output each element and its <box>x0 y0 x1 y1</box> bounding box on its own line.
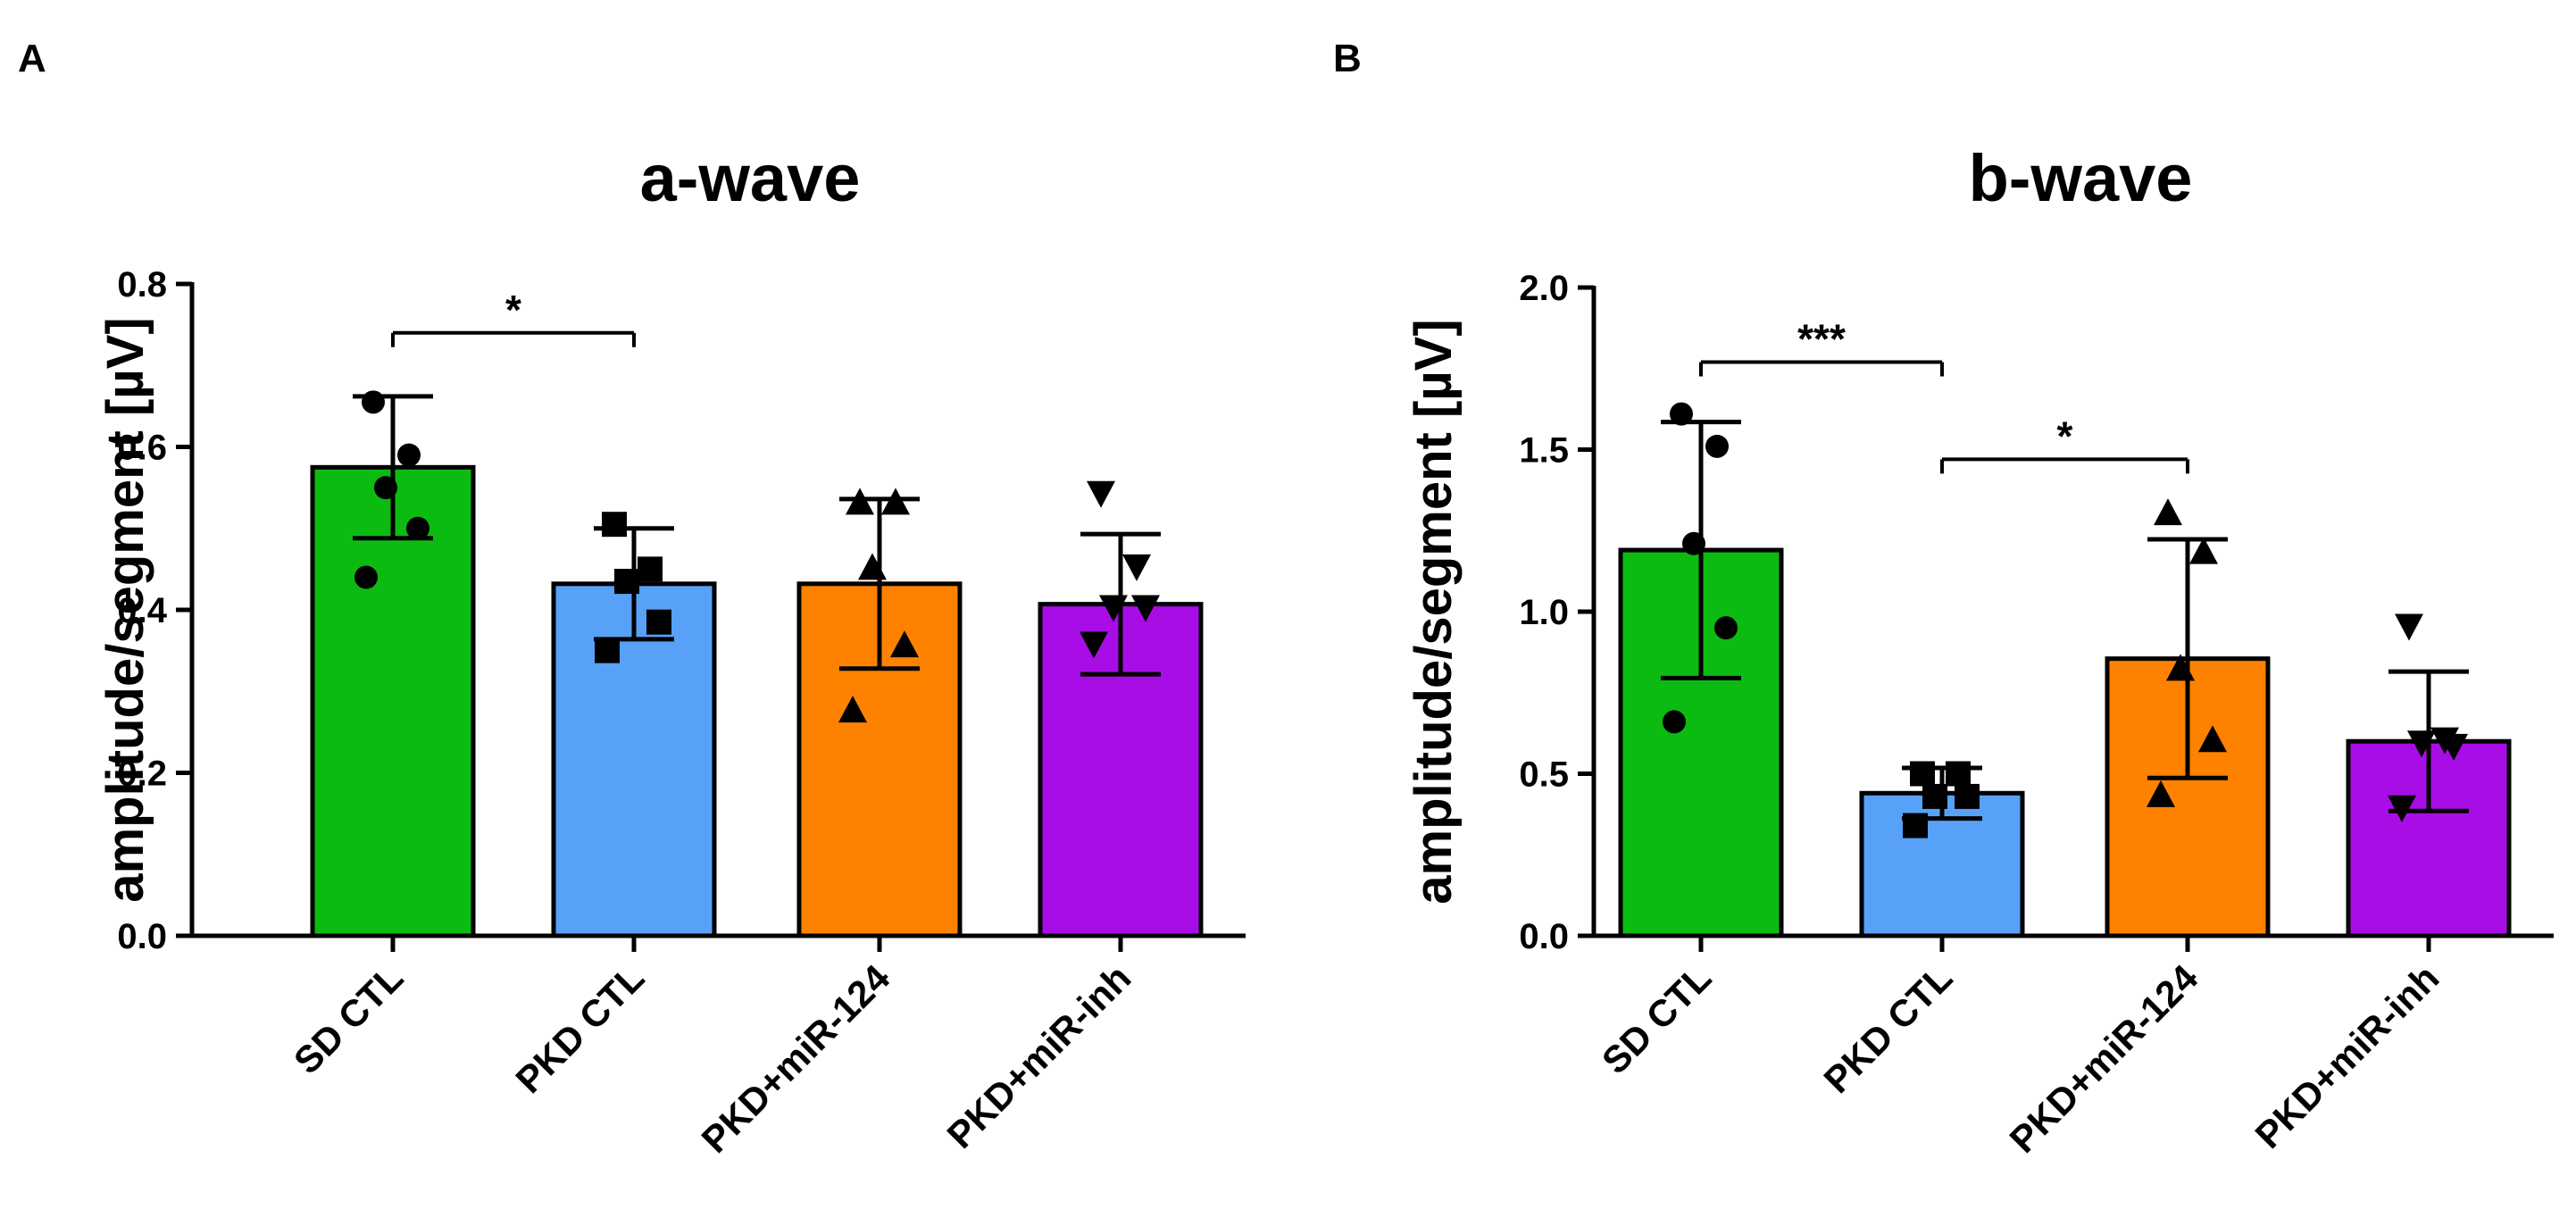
data-point <box>1955 783 1980 809</box>
y-tick-label: 0.2 <box>117 755 167 794</box>
data-point <box>2407 730 2436 758</box>
y-axis-label: amplitude/segment [µV] <box>1405 319 1463 904</box>
x-tick-label: SD CTL <box>286 956 411 1081</box>
chart-title: a-wave <box>640 141 861 215</box>
x-tick-label: PKD CTL <box>1815 956 1960 1101</box>
data-point <box>362 390 385 414</box>
data-point <box>890 630 919 658</box>
data-point <box>1946 761 1971 787</box>
x-tick-label: PKD+miR-124 <box>2002 956 2206 1161</box>
data-point <box>1131 595 1160 622</box>
data-point <box>638 556 663 582</box>
data-point <box>881 488 910 515</box>
data-point <box>1087 480 1115 508</box>
chart-panel-a: Aa-wave amplitude/segment [µV] 0.0 0.2 0.4 0.… <box>18 37 1246 1161</box>
bar <box>310 464 476 938</box>
data-point <box>2395 613 2423 641</box>
data-point <box>1122 554 1151 581</box>
chart-title: b-wave <box>1969 141 2193 215</box>
data-point <box>2198 725 2227 753</box>
chart-panel-b: Bb-wave amplitude/segment [µV] 0.0 0.5 1.0 1.… <box>1333 37 2554 1161</box>
data-point <box>1714 616 1738 640</box>
data-point <box>354 565 378 589</box>
data-point <box>595 638 620 663</box>
data-point <box>1922 783 1947 809</box>
y-tick-label: 0.6 <box>117 429 167 468</box>
data-point <box>397 443 421 467</box>
x-tick-label: SD CTL <box>1594 956 1719 1081</box>
y-tick-label: 1.5 <box>1519 431 1569 471</box>
y-tick-label: 2.0 <box>1519 269 1569 308</box>
x-tick-label: PKD+miR-124 <box>694 956 898 1161</box>
data-point <box>846 488 874 515</box>
data-point <box>646 609 671 635</box>
y-tick-label: 0.0 <box>1519 917 1569 956</box>
y-tick-label: 0.0 <box>117 917 167 956</box>
data-point <box>602 512 627 538</box>
data-point <box>2154 498 2182 526</box>
significance-label: * <box>505 287 521 333</box>
y-tick-label: 0.5 <box>1519 755 1569 795</box>
data-point <box>1910 761 1935 787</box>
panel-letter: A <box>18 37 46 80</box>
data-point <box>1705 434 1729 458</box>
data-point <box>838 696 867 723</box>
data-point <box>1099 595 1128 622</box>
data-point <box>2166 654 2195 681</box>
data-point <box>2439 733 2468 761</box>
data-point <box>1663 710 1686 734</box>
y-tick-label: 0.8 <box>117 265 167 304</box>
data-point <box>1903 813 1928 838</box>
data-point <box>406 516 429 540</box>
x-tick-label: PKD+miR-inh <box>939 956 1139 1156</box>
y-tick-label: 0.4 <box>117 591 167 630</box>
data-point <box>858 553 887 580</box>
data-point <box>2189 537 2218 564</box>
data-point <box>1670 402 1693 426</box>
data-point <box>614 569 639 595</box>
significance-label: * <box>2057 413 2073 459</box>
data-point <box>1682 531 1705 555</box>
y-axis-label: amplitude/segment [µV] <box>96 317 154 902</box>
y-tick-label: 1.0 <box>1519 593 1569 632</box>
x-tick-label: PKD+miR-inh <box>2247 956 2447 1156</box>
panel-letter: B <box>1333 37 1362 80</box>
significance-label: *** <box>1797 315 1846 362</box>
x-tick-label: PKD CTL <box>507 956 652 1101</box>
data-point <box>2147 780 2175 807</box>
data-point <box>374 476 397 500</box>
data-point <box>2388 795 2416 822</box>
data-point <box>1080 631 1108 659</box>
